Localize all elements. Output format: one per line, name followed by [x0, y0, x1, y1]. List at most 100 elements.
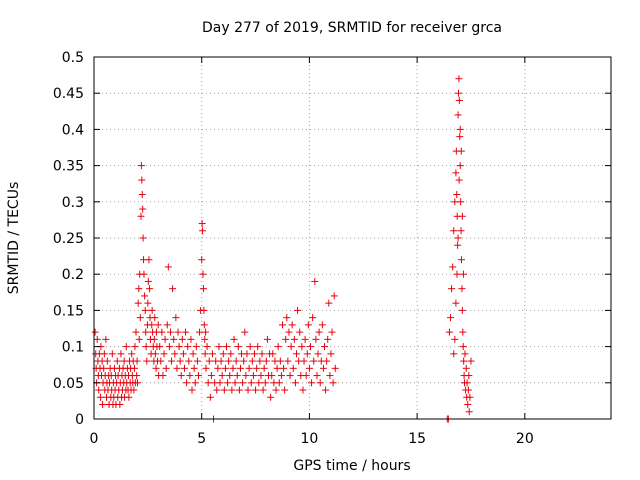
data-point — [244, 386, 252, 394]
data-point — [203, 343, 211, 351]
data-point — [224, 379, 232, 387]
data-point — [309, 314, 317, 322]
data-point — [274, 343, 282, 351]
data-point — [168, 357, 176, 365]
x-tick-label: 20 — [516, 431, 534, 447]
axis-ticks — [93, 56, 611, 420]
data-point — [130, 364, 138, 372]
data-point — [299, 386, 307, 394]
data-point — [245, 364, 253, 372]
data-point — [324, 335, 332, 343]
data-point — [199, 227, 207, 235]
data-point — [141, 306, 149, 314]
data-point — [312, 335, 320, 343]
data-point — [283, 314, 291, 322]
data-point — [282, 335, 290, 343]
data-point — [459, 270, 467, 278]
data-point — [287, 343, 295, 351]
data-point — [455, 176, 463, 184]
data-point — [177, 372, 185, 380]
data-point — [269, 350, 277, 358]
data-point — [122, 343, 130, 351]
y-tick-label: 0.5 — [62, 50, 84, 66]
data-point — [256, 357, 264, 365]
x-tick-labels: 0 5 10 15 20 — [90, 431, 534, 447]
x-tick-label: 0 — [90, 431, 99, 447]
data-point — [200, 321, 208, 329]
data-point — [236, 364, 244, 372]
data-point — [100, 364, 108, 372]
data-point — [319, 364, 327, 372]
data-point — [133, 372, 141, 380]
data-point — [162, 364, 170, 372]
data-point — [135, 335, 143, 343]
data-point — [289, 364, 297, 372]
chart-title: Day 277 of 2019, SRMTID for receiver grc… — [202, 20, 502, 36]
data-point — [316, 379, 324, 387]
data-point — [164, 263, 172, 271]
data-point — [327, 350, 335, 358]
data-point — [184, 343, 192, 351]
data-point — [277, 372, 285, 380]
data-point — [117, 350, 125, 358]
data-point — [148, 321, 156, 329]
data-point — [247, 379, 255, 387]
data-point — [296, 328, 304, 336]
data-point — [306, 343, 314, 351]
data-point — [276, 357, 284, 365]
data-point — [457, 227, 465, 235]
data-point — [185, 357, 193, 365]
data-point — [459, 328, 467, 336]
data-point — [170, 335, 178, 343]
data-point — [232, 357, 240, 365]
data-point — [234, 343, 242, 351]
data-point — [103, 357, 111, 365]
data-point — [454, 89, 462, 97]
data-point — [460, 357, 468, 365]
data-point — [262, 357, 270, 365]
data-point — [151, 350, 159, 358]
data-point — [454, 111, 462, 119]
data-point — [278, 321, 286, 329]
data-point — [453, 270, 461, 278]
data-point — [451, 335, 459, 343]
data-point — [183, 379, 191, 387]
data-point — [267, 393, 275, 401]
data-point — [457, 147, 465, 155]
data-point — [258, 350, 266, 358]
data-point — [172, 314, 180, 322]
data-point — [145, 256, 153, 264]
data-point — [464, 401, 472, 409]
data-point — [462, 364, 470, 372]
data-point — [194, 372, 202, 380]
data-point — [208, 350, 216, 358]
data-point — [180, 364, 188, 372]
data-point — [193, 357, 201, 365]
data-points — [91, 75, 475, 423]
data-point — [198, 220, 206, 228]
data-point — [285, 328, 293, 336]
data-point — [142, 343, 150, 351]
data-point — [323, 357, 331, 365]
data-point — [186, 372, 194, 380]
data-point — [148, 306, 156, 314]
data-point — [174, 328, 182, 336]
data-point — [318, 321, 326, 329]
data-point — [308, 379, 316, 387]
data-point — [205, 357, 213, 365]
data-point — [141, 292, 149, 300]
data-point — [137, 162, 145, 170]
data-point — [113, 357, 121, 365]
data-point — [215, 343, 223, 351]
data-point — [464, 386, 472, 394]
data-point — [456, 133, 464, 141]
data-point — [125, 393, 133, 401]
data-point — [305, 364, 313, 372]
y-axis-label: SRMTID / TECUs — [6, 182, 22, 295]
data-point — [171, 350, 179, 358]
data-point — [134, 379, 142, 387]
data-point — [230, 335, 238, 343]
data-point — [222, 343, 230, 351]
data-point — [225, 357, 233, 365]
data-point — [326, 372, 334, 380]
